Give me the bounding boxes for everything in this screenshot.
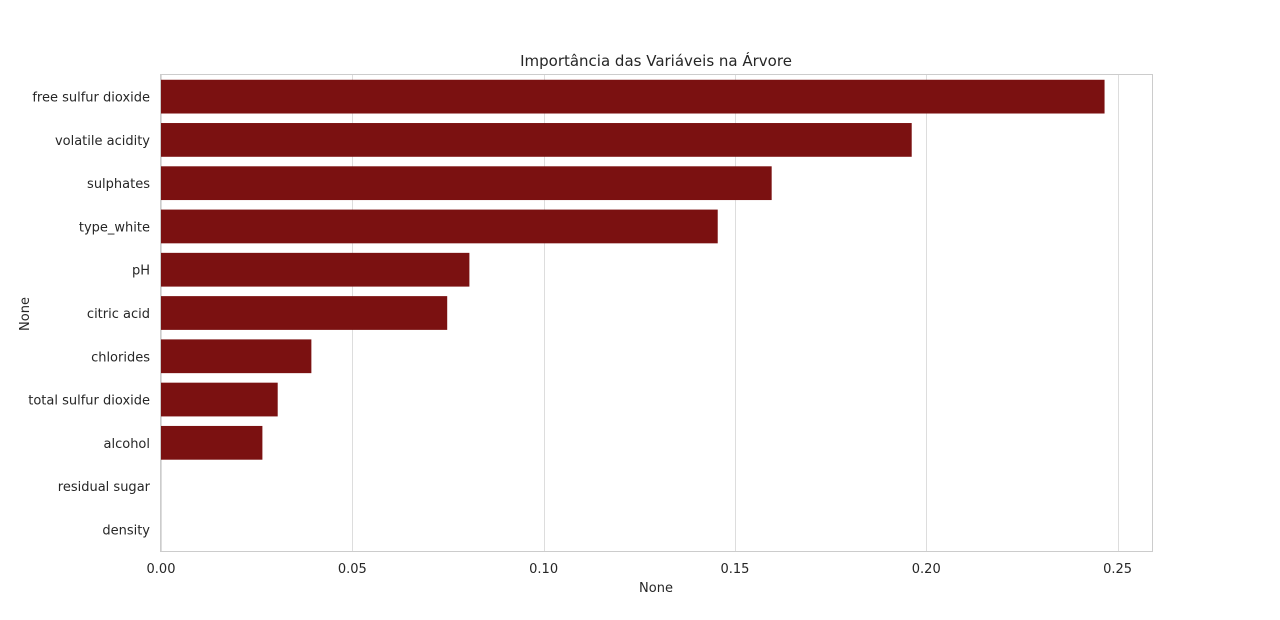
bar [161, 425, 263, 460]
y-tick-label: citric acid [87, 307, 150, 322]
y-tick-label: sulphates [87, 177, 150, 192]
bar [161, 209, 718, 244]
y-tick-label: alcohol [104, 437, 150, 452]
x-tick-label: 0.20 [912, 562, 941, 577]
bar [161, 296, 448, 330]
bar [161, 252, 470, 287]
x-tick-label: 0.15 [720, 562, 749, 577]
y-tick-label: residual sugar [58, 480, 151, 495]
y-tick-label: type_white [79, 220, 150, 235]
bar [161, 339, 312, 374]
x-tick-labels: 0.00 0.05 0.10 0.15 0.20 0.25 [147, 562, 1133, 577]
chart-title: Importância das Variáveis na Árvore [520, 51, 792, 70]
y-tick-label: volatile acidity [55, 134, 150, 149]
y-axis-label: None [18, 297, 33, 331]
x-tick-label: 0.00 [147, 562, 176, 577]
bar [161, 382, 278, 417]
y-tick-label: chlorides [91, 350, 150, 365]
bars [161, 79, 1105, 460]
x-tick-label: 0.25 [1103, 562, 1132, 577]
y-tick-label: density [102, 523, 150, 538]
x-tick-label: 0.05 [338, 562, 367, 577]
plot-frame [160, 74, 1153, 552]
y-tick-label: free sulfur dioxide [32, 91, 150, 106]
y-tick-labels: free sulfur dioxide volatile acidity sulph… [28, 91, 150, 539]
bar [161, 79, 1105, 114]
y-tick-label: total sulfur dioxide [28, 394, 150, 409]
y-tick-label: pH [132, 264, 150, 279]
bar [161, 166, 772, 201]
x-tick-label: 0.10 [529, 562, 558, 577]
x-axis-label: None [639, 581, 673, 596]
bar [161, 123, 912, 157]
